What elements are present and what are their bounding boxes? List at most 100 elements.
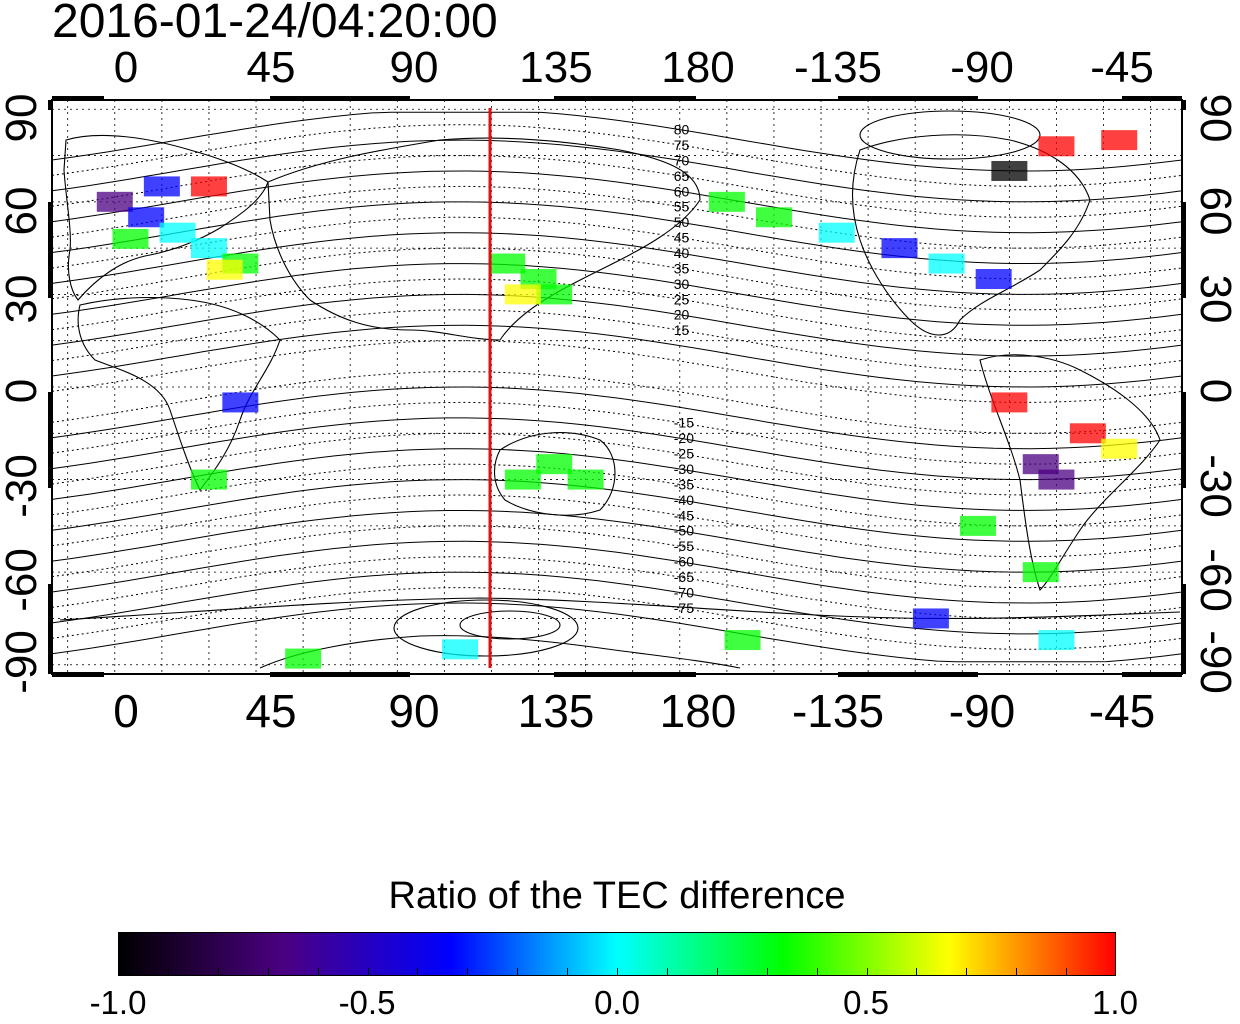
magnetic-latitude-label: -70 xyxy=(674,584,694,600)
colorbar-tick: -0.5 xyxy=(338,984,396,1021)
magnetic-latitude-line xyxy=(51,232,1183,295)
magnetic-latitude-line xyxy=(51,448,1183,511)
magnetic-latitude-line xyxy=(51,571,1183,635)
colorbar-minor-tick xyxy=(766,968,768,976)
colorbar-minor-tick xyxy=(716,968,718,976)
tec-patch xyxy=(724,630,761,651)
magnetic-latitude-line xyxy=(51,278,1183,342)
magnetic-latitude-line xyxy=(51,494,1183,558)
tec-patch xyxy=(536,454,573,475)
colorbar-minor-tick xyxy=(567,968,569,976)
magnetic-latitude-line xyxy=(51,602,1183,663)
tec-patch xyxy=(285,648,322,669)
magnetic-latitude-line xyxy=(51,401,1183,465)
colorbar-minor-tick xyxy=(916,968,918,976)
top-lon-tick: 45 xyxy=(246,43,296,92)
colorbar-minor-tick xyxy=(217,968,219,976)
tec-ratio-patches xyxy=(96,130,1138,669)
colorbar-minor-tick xyxy=(666,968,668,976)
magnetic-latitude-line xyxy=(51,263,1183,326)
magnetic-latitude-label: -50 xyxy=(674,523,694,539)
colorbar-tick: 0.0 xyxy=(594,984,640,1021)
tec-patch xyxy=(975,268,1012,289)
tec-patch xyxy=(1022,454,1059,475)
top-lon-tick: 0 xyxy=(113,43,139,92)
magnetic-latitude-line xyxy=(51,510,1183,573)
tec-patch xyxy=(928,253,965,274)
magnetic-latitude-line xyxy=(51,417,1183,481)
tec-patch xyxy=(991,392,1028,413)
magnetic-latitude-label: 40 xyxy=(674,245,690,261)
magnetic-latitude-line xyxy=(51,155,1183,218)
magnetic-latitude-label: -25 xyxy=(674,446,694,462)
lat-lon-grid xyxy=(52,100,1182,674)
bottom-lon-tick: 180 xyxy=(659,685,737,737)
magnetic-latitude-line xyxy=(51,216,1183,280)
tec-patch xyxy=(1038,469,1075,490)
magnetic-latitude-label: -20 xyxy=(674,430,694,446)
colorbar-tick: 0.5 xyxy=(843,984,889,1021)
magnetic-latitude-label: -65 xyxy=(674,569,694,585)
tec-patch xyxy=(112,228,149,249)
bottom-lon-tick: 90 xyxy=(388,685,440,737)
magnetic-latitude-contours xyxy=(51,111,1183,663)
tec-patch xyxy=(504,469,541,490)
tec-patch xyxy=(489,253,526,274)
magnetic-latitude-line xyxy=(51,293,1183,357)
colorbar-minor-tick xyxy=(966,968,968,976)
magnetic-latitude-label: -15 xyxy=(674,415,694,431)
colorbar-tick: -1.0 xyxy=(89,984,147,1021)
magnetic-latitude-label: 45 xyxy=(674,230,690,246)
magnetic-latitude-line xyxy=(51,340,1183,403)
axis-tick-bars xyxy=(48,96,1186,677)
colorbar-title: Ratio of the TEC difference xyxy=(388,875,846,917)
magnetic-latitude-line xyxy=(51,139,1183,203)
magnetic-latitude-label: -40 xyxy=(674,492,694,508)
colorbar-minor-tick xyxy=(1016,968,1018,976)
magnetic-latitude-line xyxy=(51,540,1183,604)
bottom-lon-tick: -45 xyxy=(1088,685,1156,737)
tec-patch xyxy=(1038,136,1075,157)
magnetic-latitude-line xyxy=(51,170,1183,234)
magnetic-latitude-label: 20 xyxy=(674,307,690,323)
colorbar-minor-tick xyxy=(367,968,369,976)
colorbar-minor-tick xyxy=(417,968,419,976)
magnetic-latitude-line xyxy=(51,371,1183,434)
magnetic-latitude-line xyxy=(51,432,1183,496)
coastlines xyxy=(59,110,1181,669)
bottom-lon-tick: -135 xyxy=(791,685,885,737)
tec-patch xyxy=(96,191,133,212)
tec-patch xyxy=(1101,130,1138,151)
colorbar-minor-tick xyxy=(1066,968,1068,976)
magnetic-latitude-line xyxy=(51,587,1183,650)
tec-patch xyxy=(818,222,855,243)
colorbar-minor-tick xyxy=(317,968,319,976)
top-lon-tick: -45 xyxy=(1090,43,1154,92)
tec-patch xyxy=(912,608,949,629)
magnetic-latitude-label: 25 xyxy=(674,291,690,307)
tec-patch xyxy=(708,191,745,212)
magnetic-latitude-line xyxy=(51,556,1183,619)
magnetic-latitude-label: 30 xyxy=(674,276,690,292)
tec-patch xyxy=(206,259,243,280)
magnetic-latitude-label: 70 xyxy=(674,152,690,168)
magnetic-latitude-label: -60 xyxy=(674,554,694,570)
magnetic-latitude-line xyxy=(51,324,1183,388)
magnetic-latitude-label: -45 xyxy=(674,507,694,523)
magnetic-latitude-label: 80 xyxy=(674,122,690,138)
colorbar xyxy=(118,932,1116,976)
tec-patch xyxy=(190,469,227,490)
colorbar-minor-tick xyxy=(167,968,169,976)
top-lon-tick: 135 xyxy=(519,43,593,92)
magnetic-latitude-label: 60 xyxy=(674,183,690,199)
magnetic-latitude-label: 65 xyxy=(674,168,690,184)
tec-patch xyxy=(222,392,259,413)
tec-patch xyxy=(442,639,479,660)
tec-patch xyxy=(1069,423,1106,444)
tec-patch xyxy=(536,284,573,305)
top-lon-tick: 180 xyxy=(661,43,735,92)
colorbar-minor-tick xyxy=(617,968,618,976)
tec-patch xyxy=(159,222,196,243)
bottom-lon-tick: -90 xyxy=(948,685,1016,737)
